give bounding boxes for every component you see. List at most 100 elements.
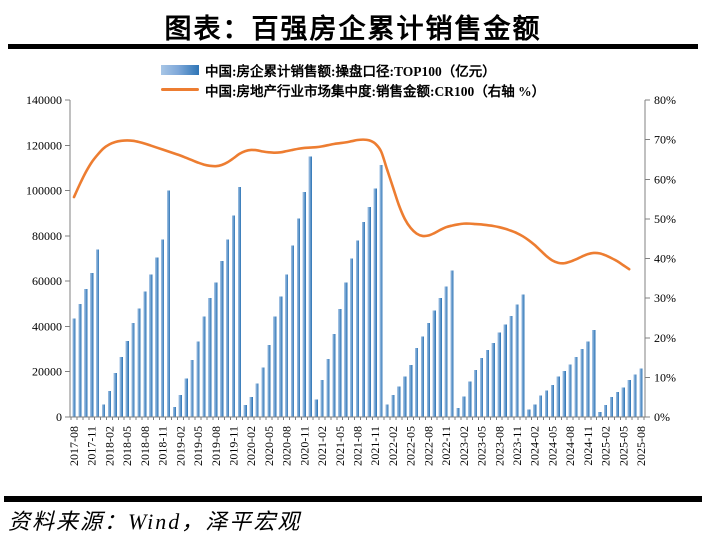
x-axis-tick-label: 2021-11 bbox=[368, 426, 382, 466]
right-axis-tick-label: 10% bbox=[654, 370, 676, 384]
x-axis-tick-label: 2018-02 bbox=[102, 426, 116, 466]
bar bbox=[231, 215, 236, 417]
bar-series-swatch bbox=[161, 64, 199, 75]
bar bbox=[474, 369, 478, 417]
bar bbox=[580, 349, 584, 417]
bar bbox=[113, 372, 117, 417]
bar bbox=[373, 188, 377, 417]
x-axis-tick-label: 2024-05 bbox=[545, 426, 559, 466]
bar bbox=[414, 348, 419, 417]
bar bbox=[101, 404, 106, 417]
x-axis-labels: 2017-08 2017-11 2018-02 2018-05 2018-08 2018-… bbox=[67, 426, 648, 466]
x-axis-tick-label: 2020-02 bbox=[244, 426, 258, 466]
x-axis-tick-label: 2019-08 bbox=[209, 426, 223, 466]
bar bbox=[527, 409, 531, 417]
bar bbox=[302, 191, 306, 417]
bar bbox=[639, 368, 643, 417]
bar bbox=[491, 342, 495, 417]
bar bbox=[403, 376, 407, 417]
x-axis-tick-label: 2017-11 bbox=[85, 426, 99, 466]
bar bbox=[273, 316, 277, 417]
x-axis-tick-label: 2024-11 bbox=[581, 426, 595, 466]
bar bbox=[202, 316, 206, 417]
right-axis-tick-label: 80% bbox=[654, 93, 676, 107]
bar bbox=[72, 318, 76, 417]
x-axis-tick-label: 2017-08 bbox=[67, 426, 81, 466]
bar bbox=[137, 308, 141, 417]
bar bbox=[456, 408, 460, 417]
x-axis-tick-label: 2023-11 bbox=[510, 426, 524, 466]
x-axis-tick-label: 2024-02 bbox=[528, 426, 542, 466]
bar bbox=[119, 357, 123, 417]
x-axis-tick-label: 2022-02 bbox=[386, 426, 400, 466]
bar bbox=[497, 332, 501, 417]
x-axis-tick-label: 2024-08 bbox=[563, 426, 577, 466]
bar bbox=[521, 294, 525, 417]
bar bbox=[326, 359, 330, 417]
legend-item-bar-series: 中国:房企累计销售额:操盘口径:TOP100（亿元） bbox=[161, 61, 545, 79]
x-axis-tick-label: 2023-02 bbox=[457, 426, 471, 466]
left-axis-tick-label: 80000 bbox=[32, 229, 62, 243]
footer-divider bbox=[4, 496, 702, 502]
bar bbox=[627, 379, 631, 417]
bar bbox=[78, 303, 82, 417]
bar-series-label: 中国:房企累计销售额:操盘口径:TOP100（亿元） bbox=[205, 63, 496, 79]
bar bbox=[208, 297, 212, 417]
bar bbox=[556, 376, 560, 417]
x-axis-tick-label: 2022-08 bbox=[421, 426, 435, 466]
bar bbox=[574, 356, 578, 417]
bar bbox=[249, 396, 253, 417]
bar bbox=[320, 380, 324, 417]
bars-group bbox=[72, 156, 643, 418]
bar bbox=[96, 249, 100, 417]
bar bbox=[155, 257, 159, 417]
bar bbox=[432, 310, 436, 417]
bar bbox=[538, 395, 543, 417]
left-axis-tick-label: 120000 bbox=[26, 138, 62, 152]
bar bbox=[391, 395, 395, 417]
bar bbox=[533, 404, 537, 417]
chart-legend: 中国:房企累计销售额:操盘口径:TOP100（亿元） 中国:房地产行业市场集中度… bbox=[161, 61, 546, 99]
bar bbox=[84, 289, 88, 417]
x-axis-tick-label: 2022-05 bbox=[404, 426, 418, 466]
bar bbox=[544, 390, 549, 417]
x-axis-tick-label: 2018-08 bbox=[138, 426, 152, 466]
x-axis-tick-label: 2019-05 bbox=[191, 426, 205, 466]
bar bbox=[426, 323, 430, 417]
left-axis-tick-label: 0 bbox=[56, 410, 62, 424]
bar bbox=[184, 378, 188, 417]
left-axis-tick-label: 140000 bbox=[26, 93, 62, 107]
bar bbox=[420, 336, 425, 417]
bar bbox=[603, 405, 608, 417]
bar bbox=[485, 349, 490, 417]
bar bbox=[615, 392, 619, 417]
title-divider bbox=[8, 44, 698, 49]
bar bbox=[550, 384, 555, 417]
left-axis-tick-label: 60000 bbox=[32, 274, 62, 288]
x-axis-tick-label: 2018-05 bbox=[120, 426, 134, 466]
bar bbox=[609, 397, 614, 417]
bar bbox=[562, 370, 566, 417]
x-axis-tick-label: 2019-02 bbox=[173, 426, 187, 466]
bar bbox=[214, 282, 218, 417]
x-axis-tick-label: 2023-08 bbox=[492, 426, 506, 466]
bar bbox=[598, 412, 602, 417]
bar bbox=[149, 274, 153, 417]
bar bbox=[444, 286, 448, 417]
bar bbox=[267, 344, 271, 417]
bar bbox=[468, 381, 472, 417]
x-axis-tick-label: 2019-11 bbox=[226, 426, 240, 466]
bar bbox=[131, 323, 135, 417]
bar bbox=[90, 273, 94, 417]
bar bbox=[515, 304, 519, 417]
x-axis-tick-label: 2021-05 bbox=[333, 426, 347, 466]
bar bbox=[255, 383, 259, 417]
bar bbox=[143, 291, 147, 417]
line-series-swatch bbox=[161, 88, 199, 91]
right-axis-tick-label: 30% bbox=[654, 291, 676, 305]
right-axis-tick-label: 70% bbox=[654, 133, 676, 147]
line-series-label: 中国:房地产行业市场集中度:销售金额:CR100（右轴 %） bbox=[205, 83, 546, 99]
bar bbox=[237, 187, 241, 417]
